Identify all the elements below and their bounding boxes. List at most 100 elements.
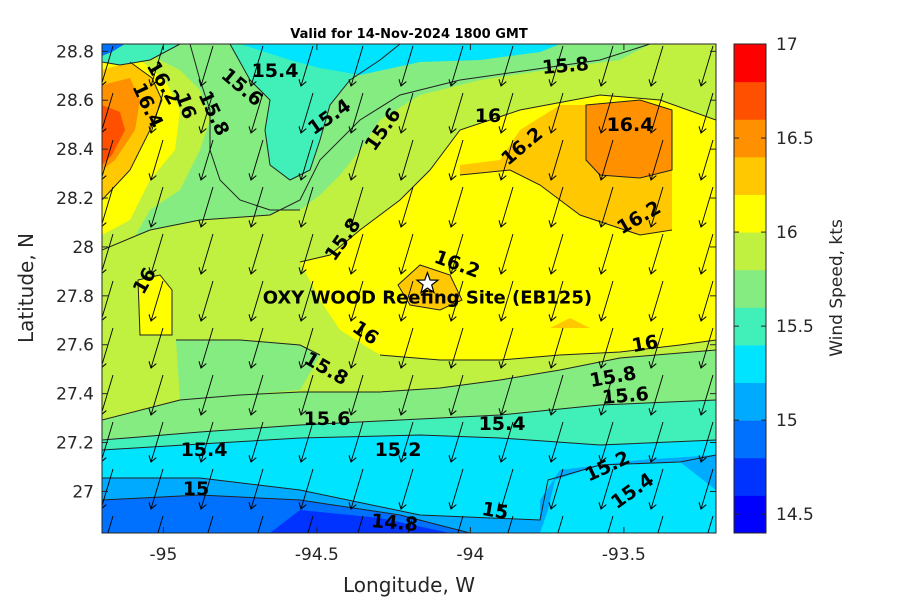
wind-arrow <box>102 374 114 415</box>
contour-line <box>102 454 716 521</box>
site-marker: OXY WOOD Reefing Site (EB125) <box>263 270 592 309</box>
wind-arrow <box>501 374 514 415</box>
wind-arrow <box>451 186 464 227</box>
wind-arrow <box>201 327 214 368</box>
wind-arrow <box>651 280 664 321</box>
wind-arrow <box>351 186 364 227</box>
wind-arrow <box>701 139 714 180</box>
chart-title: Valid for 14-Nov-2024 1800 GMT <box>290 27 528 42</box>
wind-arrow <box>651 327 664 368</box>
wind-arrow <box>401 374 414 415</box>
y-tick-label: 28.2 <box>56 189 94 209</box>
wind-arrow <box>551 139 564 180</box>
colorbar-segment <box>734 495 766 534</box>
wind-arrow <box>601 327 614 368</box>
contour-label: 16 <box>475 105 501 127</box>
wind-arrow <box>301 280 314 321</box>
core-16-4-ne <box>586 100 672 178</box>
wind-arrow <box>651 374 664 415</box>
wind-arrow <box>351 45 364 86</box>
wind-arrow <box>151 374 164 415</box>
wind-arrow <box>201 186 214 227</box>
y-tick-label: 28.4 <box>56 140 94 160</box>
band-15-2-se <box>540 462 716 533</box>
wind-arrow <box>102 421 114 462</box>
wind-arrow <box>102 45 114 86</box>
wind-arrow <box>501 233 514 274</box>
wind-arrow <box>157 515 164 533</box>
wind-arrow <box>551 233 564 274</box>
contour-label: 15.4 <box>479 413 526 435</box>
colorbar-tick-label: 14.5 <box>776 505 814 525</box>
wind-arrow <box>701 92 714 133</box>
wind-arrow <box>457 515 464 533</box>
ring-16-2-ne <box>460 105 672 235</box>
wind-arrow <box>251 139 264 180</box>
wind-arrow <box>601 233 614 274</box>
wind-arrow <box>201 280 214 321</box>
wind-arrow <box>601 139 614 180</box>
wind-arrow <box>501 327 514 368</box>
wind-arrow <box>657 515 664 533</box>
wind-arrow <box>151 421 164 462</box>
wind-arrow <box>601 186 614 227</box>
wind-arrow <box>251 280 264 321</box>
contour-label: 15.6 <box>601 383 650 409</box>
wind-arrow <box>102 468 114 509</box>
colorbar-segment <box>734 382 766 421</box>
wind-arrow <box>401 139 414 180</box>
wind-arrow <box>401 421 414 462</box>
contour-line <box>102 44 651 251</box>
wind-arrow <box>151 327 164 368</box>
wind-arrow <box>451 468 464 509</box>
wind-arrow <box>501 186 514 227</box>
colorbar-segment <box>734 156 766 195</box>
wind-arrow <box>151 233 164 274</box>
wind-arrow <box>551 280 564 321</box>
wind-arrow <box>501 45 514 86</box>
wind-arrow <box>351 468 364 509</box>
contour-label: 16 <box>630 331 660 357</box>
wind-arrow <box>351 327 364 368</box>
wind-arrow <box>451 139 464 180</box>
colorbar-segment <box>734 307 766 346</box>
x-axis-label: Longitude, W <box>343 573 475 597</box>
wind-arrow <box>351 374 364 415</box>
contour-label: 15 <box>480 498 510 524</box>
contour-label: 15.4 <box>252 60 299 82</box>
wind-arrow <box>151 280 164 321</box>
contour-line <box>459 169 673 236</box>
contour-line <box>102 349 716 421</box>
wind-arrow <box>601 92 614 133</box>
wind-arrow <box>102 327 114 368</box>
wind-arrow <box>551 45 564 86</box>
contour-line <box>176 339 321 356</box>
contour-lines <box>102 44 716 533</box>
wind-arrow <box>407 515 414 533</box>
wind-arrow <box>401 186 414 227</box>
wind-arrow <box>201 139 214 180</box>
wind-arrow <box>301 374 314 415</box>
band-15-4 <box>102 400 716 450</box>
wind-arrow <box>102 233 114 274</box>
colorbar-frame <box>733 43 767 534</box>
wind-arrow <box>102 139 114 180</box>
wind-arrow <box>201 374 214 415</box>
wind-arrow <box>557 515 564 533</box>
wind-arrow <box>451 233 464 274</box>
site-label: OXY WOOD Reefing Site (EB125) <box>263 288 592 309</box>
contour-line <box>397 264 463 311</box>
contour-line <box>102 44 181 66</box>
wind-arrow <box>451 421 464 462</box>
x-axis: -95 -94.5 -94 -93.5 <box>150 44 646 565</box>
y-tick-label: 28.6 <box>56 91 94 111</box>
colorbar-tick-label: 15.5 <box>776 317 814 337</box>
contour-label: 14.8 <box>370 510 419 536</box>
wind-arrow <box>701 233 714 274</box>
colorbar-segment <box>734 344 766 384</box>
wind-arrow <box>301 233 314 274</box>
wind-arrow <box>551 421 564 462</box>
contour-label: 15.2 <box>375 439 422 461</box>
colorbar-segment <box>734 81 766 120</box>
